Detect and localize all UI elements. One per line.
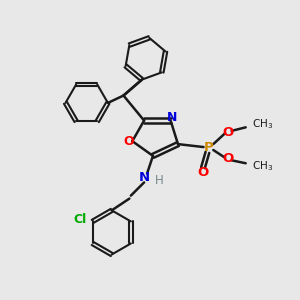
Text: CH$_3$: CH$_3$	[252, 159, 273, 173]
Text: O: O	[222, 152, 234, 165]
Text: P: P	[204, 141, 214, 154]
Text: H: H	[154, 174, 163, 187]
Text: O: O	[124, 135, 134, 148]
Text: CH$_3$: CH$_3$	[252, 118, 273, 131]
Text: O: O	[222, 126, 234, 139]
Text: N: N	[167, 110, 177, 124]
Text: O: O	[197, 167, 208, 179]
Text: Cl: Cl	[74, 213, 87, 226]
Text: N: N	[139, 172, 150, 184]
